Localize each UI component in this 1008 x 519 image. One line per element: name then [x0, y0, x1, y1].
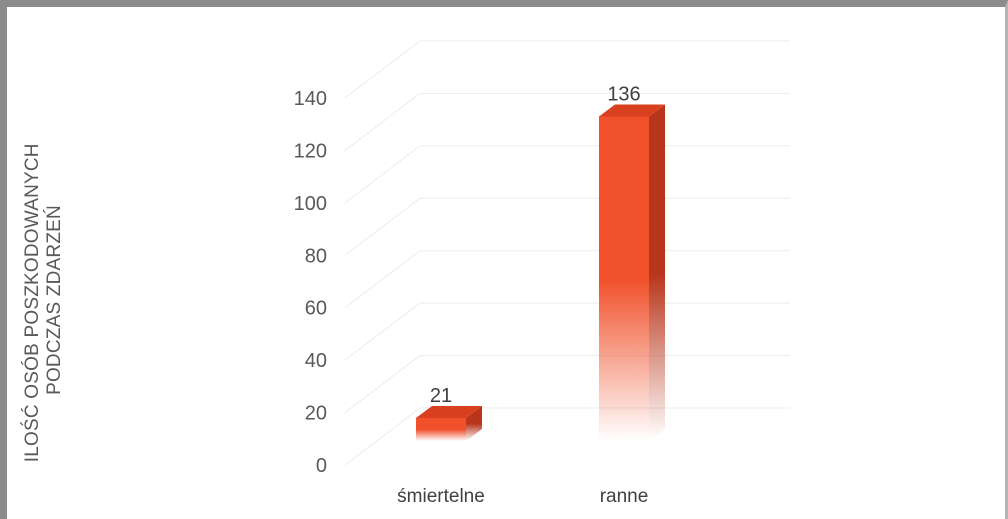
bar-top [599, 104, 665, 117]
data-label: 21 [430, 385, 452, 407]
y-axis-ticks: 0 20 40 60 80 100 120 140 [294, 88, 327, 477]
gridline-diagonal [344, 40, 421, 99]
bar-side [649, 104, 665, 441]
y-tick-label: 120 [294, 140, 327, 162]
x-category-label: ranne [600, 486, 649, 507]
data-labels: 21 136 [430, 83, 641, 406]
gridline-diagonal [344, 355, 421, 413]
gridlines [344, 40, 790, 466]
bar-front [599, 116, 649, 441]
y-tick-label: 80 [305, 245, 327, 267]
bar-front [416, 417, 466, 441]
gridline-diagonal [344, 197, 421, 256]
gridline-diagonal [344, 145, 421, 204]
x-axis-categories: śmiertelne ranne [397, 486, 648, 507]
y-tick-label: 0 [316, 455, 327, 477]
x-category-label: śmiertelne [397, 486, 485, 507]
bar-side [466, 405, 482, 441]
gridline-diagonal [344, 302, 421, 361]
gridline-diagonal [344, 93, 421, 151]
y-axis-title: ILOŚĆ OSÓB POSZKODOWANYCH PODCZAS ZDARZE… [21, 138, 65, 462]
bar-ranne [599, 104, 665, 441]
data-label: 136 [607, 83, 640, 105]
y-tick-label: 40 [305, 350, 327, 372]
y-tick-label: 20 [305, 403, 327, 425]
gridline-diagonal [344, 250, 421, 309]
y-axis-title-line-2: PODCZAS ZDARZEŃ [44, 205, 65, 395]
y-tick-label: 100 [294, 193, 327, 215]
y-tick-label: 140 [294, 88, 327, 110]
bars [416, 104, 665, 441]
gridline-diagonal [344, 407, 421, 466]
y-tick-label: 60 [305, 298, 327, 320]
bar-top [416, 405, 482, 418]
y-axis-title-line-1: ILOŚĆ OSÓB POSZKODOWANYCH [21, 143, 43, 462]
bar-śmiertelne [416, 405, 482, 441]
